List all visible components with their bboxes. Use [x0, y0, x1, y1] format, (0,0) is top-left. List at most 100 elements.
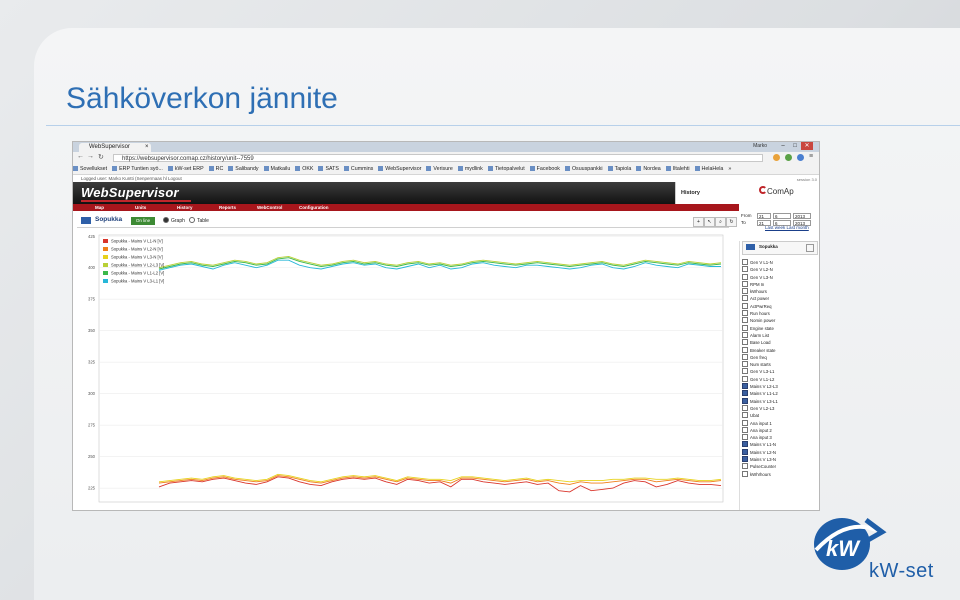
checkbox-icon[interactable] — [742, 353, 748, 360]
extension-icon[interactable] — [773, 154, 780, 161]
extension-icon[interactable] — [785, 154, 792, 161]
forward-arrow-icon[interactable]: → — [87, 153, 94, 160]
value-item[interactable]: ActPwrReq — [742, 302, 818, 310]
minimize-icon[interactable]: – — [781, 143, 785, 149]
browser-user[interactable]: Marko — [753, 143, 767, 149]
tab-close-icon[interactable]: × — [145, 144, 149, 150]
value-item[interactable]: RPM In — [742, 280, 818, 288]
value-item[interactable]: Engine state — [742, 324, 818, 332]
checkbox-icon[interactable] — [742, 259, 748, 265]
url-field[interactable]: https://websupervisor.comap.cz/history/u… — [113, 154, 763, 162]
value-item[interactable]: Run hours — [742, 310, 818, 317]
value-item[interactable]: Gen V L3-N — [742, 273, 818, 281]
date-from-year[interactable]: 2013 — [793, 213, 811, 219]
menu-configuration[interactable]: Configuration — [299, 205, 329, 210]
bookmark-item[interactable]: Facebook — [529, 164, 560, 174]
bookmark-item[interactable]: Osuuspankki — [564, 164, 603, 174]
date-from-day[interactable]: 21 — [757, 213, 771, 219]
chart-svg[interactable]: 425 400 375 350 325 300 275 250 225 Sopukka - Mai… — [73, 229, 729, 510]
bookmark-item[interactable]: Tietopalvelut — [487, 164, 525, 174]
view-table-radio[interactable]: Table — [189, 217, 209, 224]
value-item[interactable]: kWhours — [742, 288, 818, 295]
value-item[interactable]: Gen V L2-N — [742, 266, 818, 273]
checkbox-icon[interactable] — [742, 463, 748, 470]
browser-tab[interactable]: WebSupervisor × — [79, 143, 151, 152]
checkbox-icon[interactable] — [742, 310, 748, 317]
menu-history[interactable]: History — [177, 205, 193, 210]
refresh-button[interactable]: ↻ — [726, 217, 737, 227]
date-from-month[interactable]: 6 — [773, 213, 791, 219]
history-chart[interactable]: 425 400 375 350 325 300 275 250 225 Sopukka - Mai… — [73, 229, 729, 510]
bookmark-item[interactable]: Verisure — [426, 164, 453, 174]
checkbox-icon[interactable] — [742, 346, 748, 353]
date-to-day[interactable]: 21 — [757, 220, 771, 226]
zoom-in-button[interactable]: + — [693, 217, 704, 227]
value-item[interactable]: Mains V L2-N — [742, 448, 818, 456]
checkbox-icon[interactable] — [742, 302, 748, 309]
value-item[interactable]: Mains V L2-L3 — [742, 383, 818, 390]
checkbox-icon[interactable] — [742, 375, 748, 382]
value-item[interactable]: Ana input 2 — [742, 426, 818, 434]
checkbox-icon[interactable] — [742, 295, 748, 302]
checkbox-checked-icon[interactable] — [742, 448, 748, 455]
checkbox-checked-icon[interactable] — [742, 441, 748, 448]
checkbox-icon[interactable] — [742, 266, 748, 273]
pointer-button[interactable]: ↖ — [704, 217, 715, 227]
checkbox-icon[interactable] — [742, 419, 748, 426]
value-item[interactable]: Num starts — [742, 361, 818, 368]
value-item[interactable]: Ana input 3 — [742, 434, 818, 441]
checkbox-icon[interactable] — [742, 412, 748, 419]
value-item[interactable]: Mains V L3-N — [742, 456, 818, 463]
value-item[interactable]: Ana input 1 — [742, 419, 818, 427]
menu-reports[interactable]: Reports — [219, 205, 237, 210]
extension-icon[interactable] — [797, 154, 804, 161]
checkbox-icon[interactable] — [742, 368, 748, 375]
view-graph-radio[interactable]: Graph — [163, 217, 185, 224]
value-item[interactable]: Ubat — [742, 412, 818, 419]
search-button[interactable]: ⌕ — [715, 217, 726, 227]
checkbox-icon[interactable] — [742, 273, 748, 280]
value-item[interactable]: Gen V L1-N — [742, 259, 818, 266]
bookmark-item[interactable]: ERP Tuntien syö... — [112, 164, 163, 174]
date-to-month[interactable]: 6 — [773, 220, 791, 226]
checkbox-checked-icon[interactable] — [742, 390, 748, 397]
value-item[interactable]: Gen V L2-L3 — [742, 404, 818, 412]
value-item[interactable]: Nomin power — [742, 317, 818, 324]
close-window-icon[interactable]: ✕ — [801, 142, 813, 150]
checkbox-icon[interactable] — [742, 324, 748, 331]
back-arrow-icon[interactable]: ← — [77, 153, 84, 160]
checkbox-checked-icon[interactable] — [742, 456, 748, 463]
checkbox-icon[interactable] — [742, 288, 748, 295]
bookmark-item[interactable]: RC — [208, 164, 223, 174]
bookmark-item[interactable]: SATS — [318, 164, 339, 174]
checkbox-checked-icon[interactable] — [742, 383, 748, 390]
date-to-year[interactable]: 2013 — [793, 220, 811, 226]
maximize-icon[interactable]: □ — [793, 143, 797, 149]
value-item[interactable]: Gen freq — [742, 353, 818, 361]
checkbox-icon[interactable] — [742, 361, 748, 368]
checkbox-icon[interactable] — [742, 404, 748, 411]
value-item[interactable]: Breaker state — [742, 346, 818, 354]
value-item[interactable]: kWhrhours — [742, 470, 818, 478]
value-item[interactable]: Mains V L3-L1 — [742, 397, 818, 405]
checkbox-icon[interactable] — [742, 434, 748, 441]
menu-icon[interactable]: ≡ — [809, 153, 814, 160]
checkbox-checked-icon[interactable] — [742, 397, 748, 404]
menu-webcontrol[interactable]: WebControl — [257, 205, 283, 210]
value-item[interactable]: Gen V L3-L1 — [742, 368, 818, 375]
value-item[interactable]: Base Load — [742, 339, 818, 346]
checkbox-icon[interactable] — [742, 317, 748, 324]
bookmark-item[interactable]: HelaHela — [694, 164, 723, 174]
checkbox-icon[interactable] — [742, 426, 748, 433]
checkbox-icon[interactable] — [742, 339, 748, 346]
bookmark-item[interactable]: Matkailu — [263, 164, 290, 174]
more-bookmarks-icon[interactable]: » — [728, 166, 732, 172]
bookmark-item[interactable]: kW-set ERP — [167, 164, 204, 174]
reload-icon[interactable]: ↻ — [98, 154, 104, 161]
bookmark-item[interactable]: Iltalehti — [665, 164, 690, 174]
value-item[interactable]: Gen V L1-L2 — [742, 375, 818, 383]
bookmark-item[interactable]: Salibandy — [228, 164, 259, 174]
settings-icon[interactable] — [806, 244, 814, 252]
bookmark-item[interactable]: mydlink — [457, 164, 483, 174]
bookmark-item[interactable]: OKK — [295, 164, 313, 174]
